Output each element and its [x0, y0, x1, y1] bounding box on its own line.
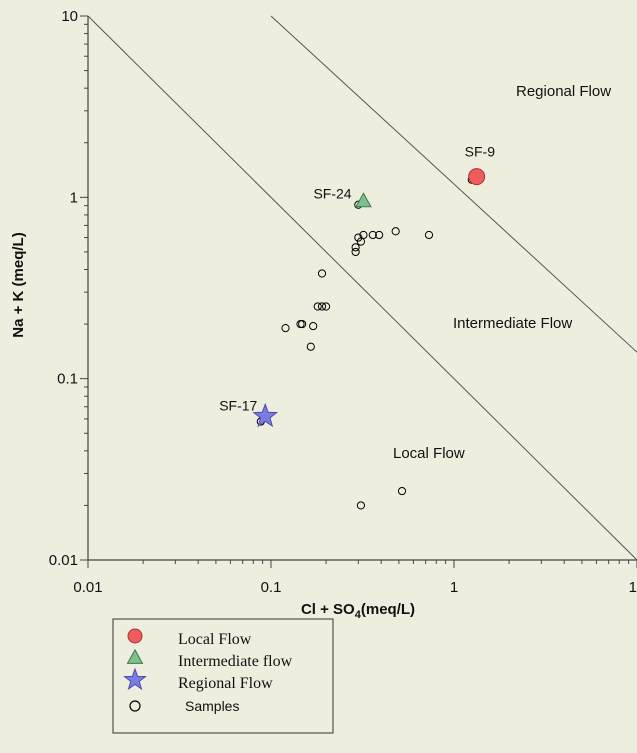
boundary-line-2: [270, 15, 637, 353]
y-tick-label: 0.1: [57, 371, 78, 388]
point-label: SF-24: [313, 185, 351, 201]
sample-point: [351, 247, 360, 257]
y-axis-title: Na + K (meq/L): [10, 232, 27, 337]
axes: 0.01 0.1 1 10 0.01 0.1 1 10: [49, 8, 637, 596]
highlight-triangle-marker: [355, 192, 372, 208]
region-label: Regional Flow: [516, 83, 611, 100]
legend: Local Flow Intermediate flow Regional Flow…: [112, 618, 334, 734]
legend-marker-triangle: [126, 648, 144, 664]
x-tick-label: 0.01: [73, 579, 102, 596]
sample-point: [281, 324, 290, 333]
sample-point: [356, 237, 366, 246]
y-tick-label: 10: [61, 8, 78, 25]
x-tick-label: 10: [629, 579, 637, 596]
sample-point: [351, 243, 360, 252]
legend-label: Local Flow: [178, 631, 252, 648]
sample-point: [313, 302, 322, 311]
sample-point: [298, 319, 307, 329]
y-tick-label: 1: [70, 189, 78, 206]
x-tick-label: 0.1: [261, 579, 282, 596]
sample-point: [306, 342, 315, 351]
legend-box: [112, 618, 334, 734]
sample-point: [309, 321, 318, 331]
annotations: Regional Flow Intermediate Flow Local Flow…: [219, 83, 611, 462]
sample-point: [397, 486, 407, 496]
sample-point: [321, 302, 331, 311]
sample-point: [296, 319, 305, 329]
x-axis-title-suffix: (meq/L): [361, 601, 415, 618]
data-points: [252, 168, 486, 510]
y-tick-label: 0.01: [49, 552, 78, 569]
sample-point: [356, 501, 366, 510]
legend-label: Samples: [185, 698, 239, 714]
legend-marker-open-circle: [129, 700, 141, 712]
sample-point: [317, 269, 327, 278]
point-label: SF-17: [219, 397, 257, 413]
legend-marker-star: [123, 667, 147, 691]
x-axis-title-subscript: 4: [355, 609, 362, 621]
legend-marker-circle: [127, 628, 143, 644]
sample-point: [424, 230, 434, 240]
legend-label: Intermediate flow: [178, 653, 293, 670]
sample-point: [391, 227, 400, 236]
x-axis-title: Cl + SO4(meq/L): [301, 601, 415, 621]
sample-point: [375, 230, 384, 240]
region-label: Intermediate Flow: [453, 315, 572, 332]
sample-point: [368, 230, 377, 240]
region-label: Local Flow: [393, 445, 465, 462]
x-axis-title-main: Cl + SO: [301, 601, 355, 618]
highlight-circle-marker: [468, 168, 486, 186]
point-label: SF-9: [465, 144, 496, 160]
boundary-line-1: [87, 15, 637, 561]
highlight-star-marker: [252, 402, 279, 428]
sample-point: [317, 302, 327, 311]
sample-point: [354, 233, 363, 242]
boundary-lines: [87, 15, 637, 561]
x-tick-label: 1: [450, 579, 458, 596]
legend-label: Regional Flow: [178, 675, 273, 692]
